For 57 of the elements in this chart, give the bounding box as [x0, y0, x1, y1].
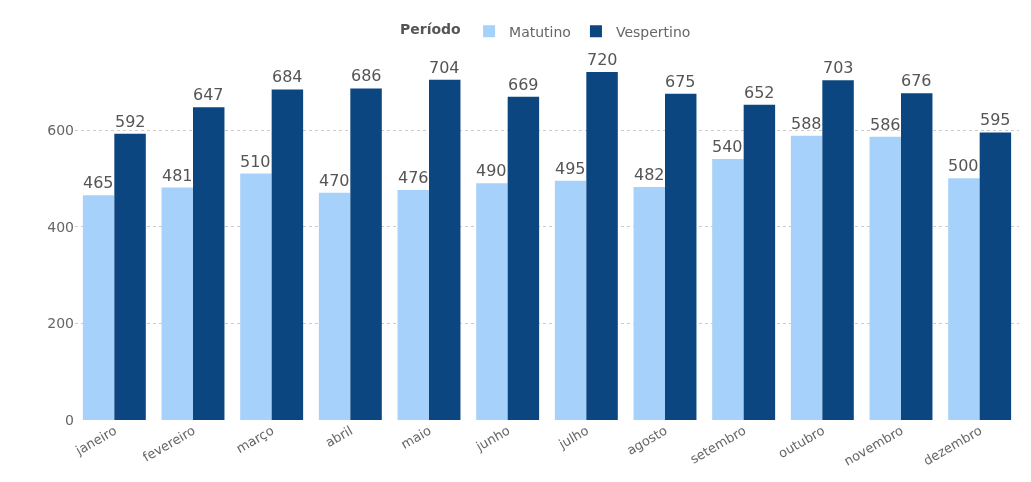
data-label: 470 [319, 171, 350, 190]
data-label: 720 [587, 50, 618, 69]
y-tick-label: 200 [47, 315, 74, 332]
data-label: 703 [823, 58, 854, 77]
bar [948, 178, 980, 420]
bar [397, 189, 429, 420]
data-label: 490 [476, 161, 507, 180]
data-label: 510 [240, 152, 271, 171]
y-tick-label: 0 [65, 411, 74, 428]
bar [429, 79, 461, 420]
bar [743, 104, 776, 420]
x-tick-label: abril [322, 422, 356, 451]
bar [507, 96, 540, 420]
bar [82, 195, 115, 420]
data-label: 592 [115, 112, 146, 131]
bar [318, 192, 351, 420]
data-label: 500 [948, 156, 979, 175]
bar [822, 80, 854, 420]
x-tick-label: maio [398, 422, 434, 452]
data-label: 495 [555, 159, 586, 178]
data-label: 476 [398, 168, 429, 187]
bar [193, 107, 225, 420]
bar [869, 136, 901, 420]
y-tick-label: 600 [47, 121, 74, 138]
data-label: 647 [193, 85, 224, 104]
data-label: 652 [744, 83, 775, 102]
bar [476, 183, 508, 420]
data-label: 481 [162, 166, 193, 185]
y-tick-label: 400 [47, 218, 74, 235]
bar [554, 180, 587, 420]
bar [901, 93, 933, 420]
data-label: 595 [980, 110, 1011, 129]
bar [633, 187, 665, 420]
bar [586, 72, 618, 420]
bar [240, 173, 272, 420]
bar [350, 88, 382, 420]
bar [790, 135, 823, 420]
legend-label: Matutino [509, 23, 571, 40]
bar [712, 159, 744, 420]
data-label: 669 [508, 75, 539, 94]
data-label: 540 [712, 137, 743, 156]
legend-title: Período [400, 20, 462, 37]
bar [114, 133, 146, 420]
data-label: 465 [83, 173, 114, 192]
data-label: 686 [351, 66, 382, 85]
data-label: 675 [665, 72, 696, 91]
data-label: 684 [272, 67, 303, 86]
data-label: 586 [870, 115, 901, 134]
bar [979, 132, 1012, 420]
bar [161, 187, 193, 420]
legend-label: Vespertino [615, 23, 691, 40]
data-label: 676 [901, 71, 932, 90]
data-label: 588 [791, 114, 822, 133]
bar [271, 89, 304, 420]
data-label: 482 [634, 165, 665, 184]
bar [665, 93, 697, 420]
data-label: 704 [429, 58, 460, 77]
